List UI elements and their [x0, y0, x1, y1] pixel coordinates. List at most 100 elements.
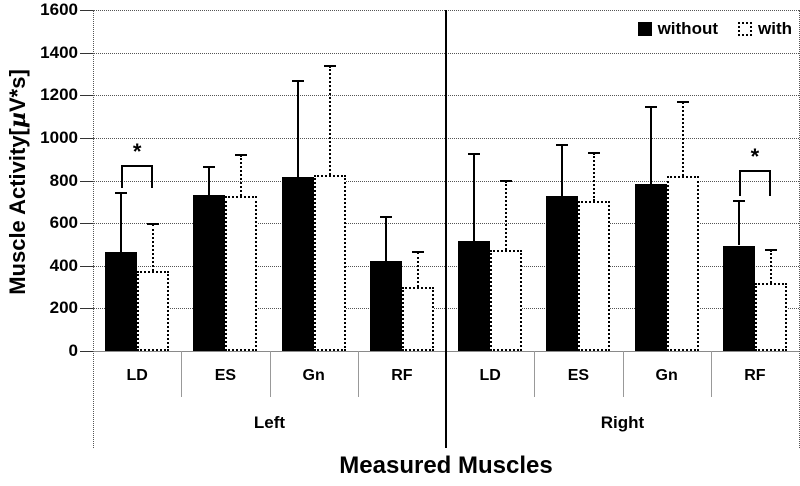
bar-without [546, 196, 579, 351]
y-tick-label: 200 [49, 298, 78, 318]
bar-with [666, 176, 699, 351]
y-tick-label: 1600 [40, 0, 78, 19]
error-bar-cap [764, 248, 777, 251]
bar-without [722, 245, 755, 351]
significance-bracket-leg [151, 164, 154, 188]
error-bar [152, 224, 155, 272]
category-label: LD [479, 367, 501, 384]
bar-with [578, 200, 611, 351]
left-right-divider [445, 10, 447, 448]
category-separator [269, 351, 271, 397]
category-label: Gn [302, 367, 325, 384]
error-bar [737, 200, 740, 246]
y-tick-label: 800 [49, 170, 78, 190]
error-bar [240, 154, 243, 197]
error-bar-cap [468, 152, 481, 155]
y-tick-mark [80, 52, 93, 54]
legend-label-with: with [758, 19, 792, 38]
bar-with [754, 282, 787, 351]
error-bar-cap [732, 199, 745, 202]
significance-star: * [750, 143, 760, 169]
y-tick-label: 1200 [40, 85, 78, 105]
error-bar-cap [644, 105, 657, 108]
y-tick-label: 0 [68, 341, 78, 360]
legend: without with [637, 19, 792, 39]
group-label: Right [600, 413, 645, 432]
without-swatch-icon [637, 22, 652, 36]
category-label: ES [214, 367, 237, 384]
y-tick-label: 1000 [40, 127, 78, 147]
error-bar-cap [115, 192, 128, 195]
bar-with [225, 196, 258, 351]
error-bar [769, 249, 772, 283]
error-bar-cap [203, 165, 216, 168]
error-bar [473, 153, 476, 242]
error-bar [593, 152, 596, 201]
error-bar-cap [291, 80, 304, 83]
x-axis-baseline [80, 351, 799, 352]
x-axis-title: Measured Muscles [339, 452, 553, 479]
legend-item-with: with [738, 19, 792, 39]
significance-bracket-leg [768, 169, 771, 197]
significance-bracket [738, 169, 771, 172]
category-label: LD [126, 367, 148, 384]
category-separator [181, 351, 183, 397]
category-separator [534, 351, 536, 397]
y-tick-mark [80, 223, 93, 225]
category-label: RF [744, 367, 766, 384]
error-bar-cap [147, 223, 160, 226]
y-tick-label: 1400 [40, 42, 78, 62]
error-bar [416, 251, 419, 288]
plot-left-border [93, 10, 94, 448]
bar-without [369, 261, 402, 351]
bar-without [458, 241, 491, 351]
significance-star: * [132, 138, 142, 164]
category-separator [357, 351, 359, 397]
bar-with [313, 175, 346, 351]
y-tick-label: 600 [49, 213, 78, 233]
error-bar [328, 66, 331, 176]
bar-without [193, 195, 226, 351]
error-bar [208, 166, 211, 196]
y-tick-mark [80, 137, 93, 139]
error-bar-cap [500, 179, 513, 182]
error-bar [681, 101, 684, 177]
bar-without [634, 183, 667, 351]
error-bar-cap [323, 65, 336, 68]
bar-without [105, 251, 138, 351]
bar-with [137, 271, 170, 351]
error-bar-cap [411, 250, 424, 253]
error-bar [561, 145, 564, 197]
with-swatch-icon [738, 22, 752, 36]
category-separator [622, 351, 624, 397]
y-tick-mark [80, 180, 93, 182]
y-tick-mark [80, 265, 93, 267]
error-bar-cap [379, 215, 392, 218]
error-bar-cap [556, 144, 569, 147]
category-separator [710, 351, 712, 397]
bar-without [281, 177, 314, 351]
y-tick-label: 400 [49, 255, 78, 275]
bar-with [401, 287, 434, 351]
y-tick-mark [80, 95, 93, 97]
error-bar-cap [588, 151, 601, 154]
category-label: ES [567, 367, 590, 384]
y-tick-mark [80, 10, 93, 11]
significance-bracket [121, 164, 154, 167]
y-tick-mark [80, 308, 93, 310]
error-bar [505, 180, 508, 250]
y-tick-mark [80, 351, 93, 352]
bar-with [490, 249, 523, 351]
error-bar [296, 81, 299, 178]
significance-bracket-leg [121, 164, 124, 188]
error-bar-cap [235, 153, 248, 156]
error-bar [649, 106, 652, 184]
category-label: RF [391, 367, 413, 384]
legend-label-without: without [657, 19, 718, 38]
error-bar-cap [676, 100, 689, 103]
error-bar [384, 216, 387, 262]
error-bar [120, 193, 123, 252]
category-label: Gn [655, 367, 678, 384]
